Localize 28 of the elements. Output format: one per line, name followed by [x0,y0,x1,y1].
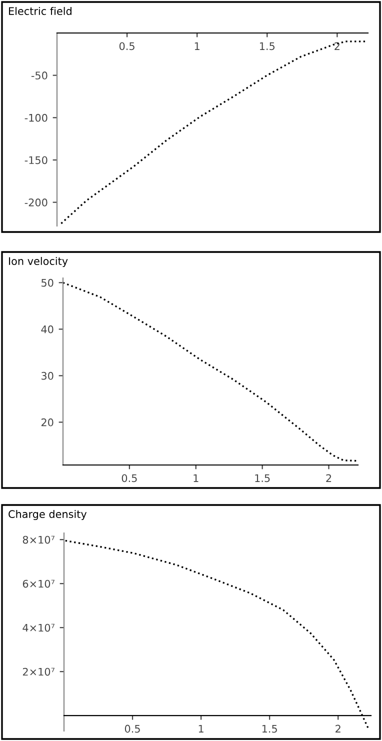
x-tick-label: 2 [326,474,332,482]
y-tick-label: 30 [42,372,54,380]
x-tick-label: 0.5 [122,474,137,482]
x-tick-label: 1 [194,42,200,50]
y-tick-label: 2×10⁷ [22,668,54,676]
y-tick-label: -50 [31,72,48,80]
chart-title: Electric field [9,6,72,16]
y-tick-label: -200 [24,198,48,206]
x-tick-label: 0.5 [119,42,134,50]
x-tick-label: 1.5 [260,42,275,50]
chart-title: Ion velocity [9,256,68,268]
chart-title: Charge density [8,510,87,520]
y-tick-label: -100 [24,114,48,122]
x-tick-label: 1.5 [255,474,270,482]
y-tick-label: -150 [24,156,48,164]
y-tick-label: 4×10⁷ [22,624,54,632]
x-tick-label: 2 [336,724,340,733]
y-tick-label: 8×10⁷ [22,536,54,544]
x-tick-label: 1 [194,474,198,482]
x-tick-label: 1.5 [262,724,277,733]
y-tick-label: 20 [41,418,54,426]
x-tick-label: 0.5 [124,724,140,733]
y-tick-label: 40 [41,325,54,334]
y-tick-label: 50 [42,278,54,287]
line-series [60,40,368,224]
x-tick-label: 1 [198,724,204,733]
y-tick-label: 6×10⁷ [22,580,54,588]
line-series [63,282,358,462]
